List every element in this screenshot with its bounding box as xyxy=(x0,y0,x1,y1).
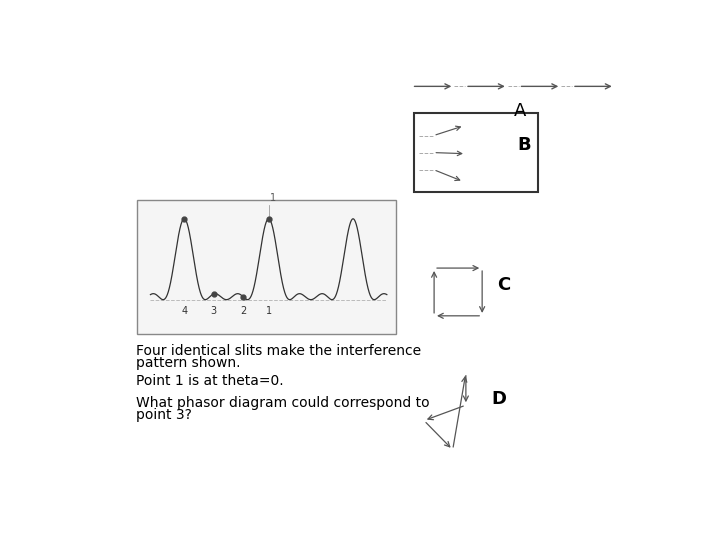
Text: What phasor diagram could correspond to: What phasor diagram could correspond to xyxy=(137,396,430,410)
Text: point 3?: point 3? xyxy=(137,408,192,422)
Bar xyxy=(414,112,538,192)
Text: 2: 2 xyxy=(240,306,246,316)
Text: C: C xyxy=(498,276,510,294)
Text: D: D xyxy=(492,390,507,408)
Text: Four identical slits make the interference: Four identical slits make the interferen… xyxy=(137,343,422,357)
Text: 1: 1 xyxy=(266,306,271,316)
Text: Point 1 is at theta=0.: Point 1 is at theta=0. xyxy=(137,374,284,388)
Bar xyxy=(137,200,396,334)
Text: B: B xyxy=(517,136,531,154)
Text: 3: 3 xyxy=(211,306,217,316)
Text: 4: 4 xyxy=(181,306,187,316)
Text: 1: 1 xyxy=(270,193,276,204)
Text: A: A xyxy=(514,102,526,120)
Text: pattern shown.: pattern shown. xyxy=(137,356,241,370)
